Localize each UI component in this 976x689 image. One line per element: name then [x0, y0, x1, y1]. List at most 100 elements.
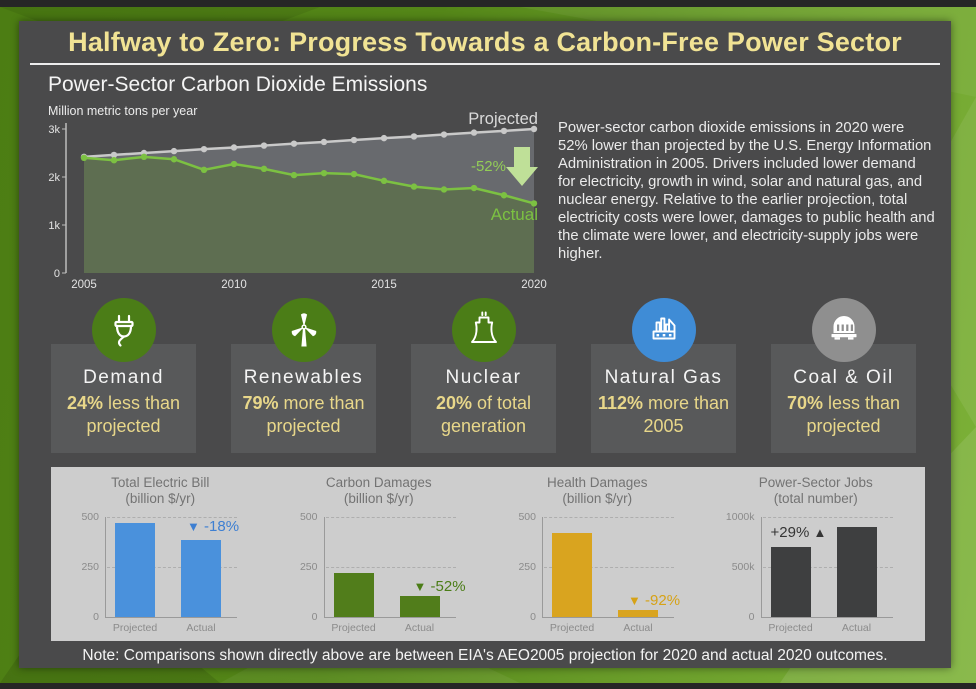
projected-point [320, 138, 328, 146]
actual-point [260, 165, 268, 173]
projected-point [290, 140, 298, 147]
title-divider [30, 63, 940, 65]
y-axis-tick-label: 500k [731, 561, 755, 573]
badge-name: Renewables [243, 367, 364, 388]
stat-badges-row: Demand 24% less than projected Renewables 7… [51, 298, 916, 453]
actual-point [500, 192, 508, 199]
projected-point [410, 133, 418, 140]
gridline [762, 567, 893, 568]
actual-point [290, 171, 298, 179]
badge-percent: 20% [435, 393, 472, 413]
mini-chart-total-electric-bill: Total Electric Bill (billion $/yr) 500 250 0… [51, 467, 270, 641]
projected-line [83, 127, 535, 159]
badge-name: Natural Gas [604, 367, 723, 388]
gridline [762, 517, 893, 518]
badge-box-nuclear: Nuclear 20% of total generation [411, 344, 556, 453]
actual-point [170, 156, 178, 163]
change-annotation: +29% ▲ [770, 524, 827, 541]
x-axis-tick-label: 2010 [221, 279, 247, 291]
factory-circle [631, 298, 696, 362]
mini-chart-title-line: Total Electric Bill [111, 475, 210, 490]
badge-percent: 70% [786, 393, 823, 413]
y-axis-line [105, 517, 106, 617]
badge-name: Nuclear [445, 367, 522, 388]
projected-point [530, 125, 538, 133]
infographic-card: Halfway to Zero: Progress Towards a Carb… [19, 21, 951, 668]
projected-point [380, 134, 388, 142]
actual-point [80, 154, 88, 161]
projected-point [170, 147, 178, 155]
gridline [107, 517, 237, 518]
badge-value: 20% of total generation [411, 392, 556, 438]
y-axis-tick-label: 500 [299, 511, 318, 523]
y-axis-tick-label: 3k [48, 124, 60, 136]
actual-point [410, 183, 418, 190]
y-axis-line [323, 517, 325, 617]
y-axis-tick-label: 1000k [725, 511, 755, 523]
x-axis-category-label: Actual [404, 622, 435, 634]
x-axis-tick-label: 2020 [521, 279, 547, 291]
badge-value: 24% less than projected [51, 392, 196, 438]
y-axis-line [542, 517, 543, 617]
area-between-series [84, 129, 534, 204]
badge-value-text: less than projected [86, 393, 181, 437]
y-axis-tick-label: 1k [48, 220, 60, 232]
badge-value-text: less than projected [806, 393, 901, 437]
y-axis-tick-label: 500 [81, 511, 99, 523]
coal-car-icon [831, 316, 856, 340]
mini-chart-subtitle: (billion $/yr) [125, 491, 196, 507]
cooling-tower-circle [451, 298, 516, 362]
projected-point [230, 144, 238, 151]
y-axis-tick-label: 0 [311, 611, 318, 623]
x-axis-tick-label: 2005 [71, 279, 97, 291]
gridline [107, 567, 237, 568]
bar-actual [836, 527, 877, 617]
comparison-charts-panel: Total Electric Bill (billion $/yr) 500 250 0… [51, 467, 925, 641]
mini-chart-title: Total Electric Bill (billion $/yr) [51, 475, 270, 507]
projected-point [200, 145, 208, 153]
badge-percent: 24% [66, 393, 103, 413]
badge-nuclear: Nuclear 20% of total generation [411, 298, 556, 453]
badge-value: 70% less than projected [771, 392, 916, 438]
projected-point [500, 127, 508, 135]
mini-chart-title-line: Carbon Damages [325, 475, 432, 490]
y-axis-line [760, 517, 762, 617]
x-axis-tick-label: 2015 [371, 279, 397, 291]
bar-projected [115, 523, 155, 617]
actual-point [110, 157, 118, 164]
mini-chart-title-line: Power-Sector Jobs [758, 475, 873, 490]
y-axis-tick-label: 250 [299, 561, 318, 573]
x-axis-category-label: Actual [623, 622, 653, 634]
x-axis-line [760, 617, 893, 618]
y-axis-tick-label: 500 [518, 511, 536, 523]
badge-value-text: more than projected [266, 393, 365, 437]
mini-chart-power-sector-jobs: Power-Sector Jobs (total number) 1000k 500k… [707, 467, 926, 641]
badge-name: Demand [83, 367, 164, 388]
down-arrow-icon [506, 147, 538, 186]
mini-chart-subtitle: (billion $/yr) [562, 491, 633, 507]
badge-name: Coal & Oil [793, 367, 894, 388]
projected-series-label: Projected [468, 110, 538, 128]
down-triangle-icon: ▼ [413, 579, 427, 594]
cooling-tower-icon [470, 311, 497, 343]
projected-point [440, 131, 448, 138]
gridline [325, 517, 456, 518]
gridline [544, 517, 674, 518]
down-triangle-icon: ▼ [628, 593, 641, 608]
x-axis-category-label: Projected [331, 622, 376, 634]
badge-percent: 79% [242, 393, 279, 413]
area-under-actual [84, 156, 534, 273]
x-axis-line [542, 617, 674, 618]
gridline [544, 567, 674, 568]
badge-renewables: Renewables 79% more than projected [231, 298, 376, 453]
mini-chart-title: Carbon Damages (billion $/yr) [270, 475, 489, 507]
mini-chart-subtitle: (billion $/yr) [343, 491, 414, 507]
chart-section-title: Power-Sector Carbon Dioxide Emissions [48, 73, 428, 96]
actual-point [380, 177, 388, 185]
actual-point [230, 160, 238, 168]
x-axis-category-label: Projected [768, 622, 813, 634]
badge-box-coal-oil: Coal & Oil 70% less than projected [771, 344, 916, 453]
footnote: Note: Comparisons shown directly above a… [82, 647, 888, 664]
mini-chart-title: Power-Sector Jobs (total number) [707, 475, 926, 507]
actual-point [350, 170, 358, 178]
